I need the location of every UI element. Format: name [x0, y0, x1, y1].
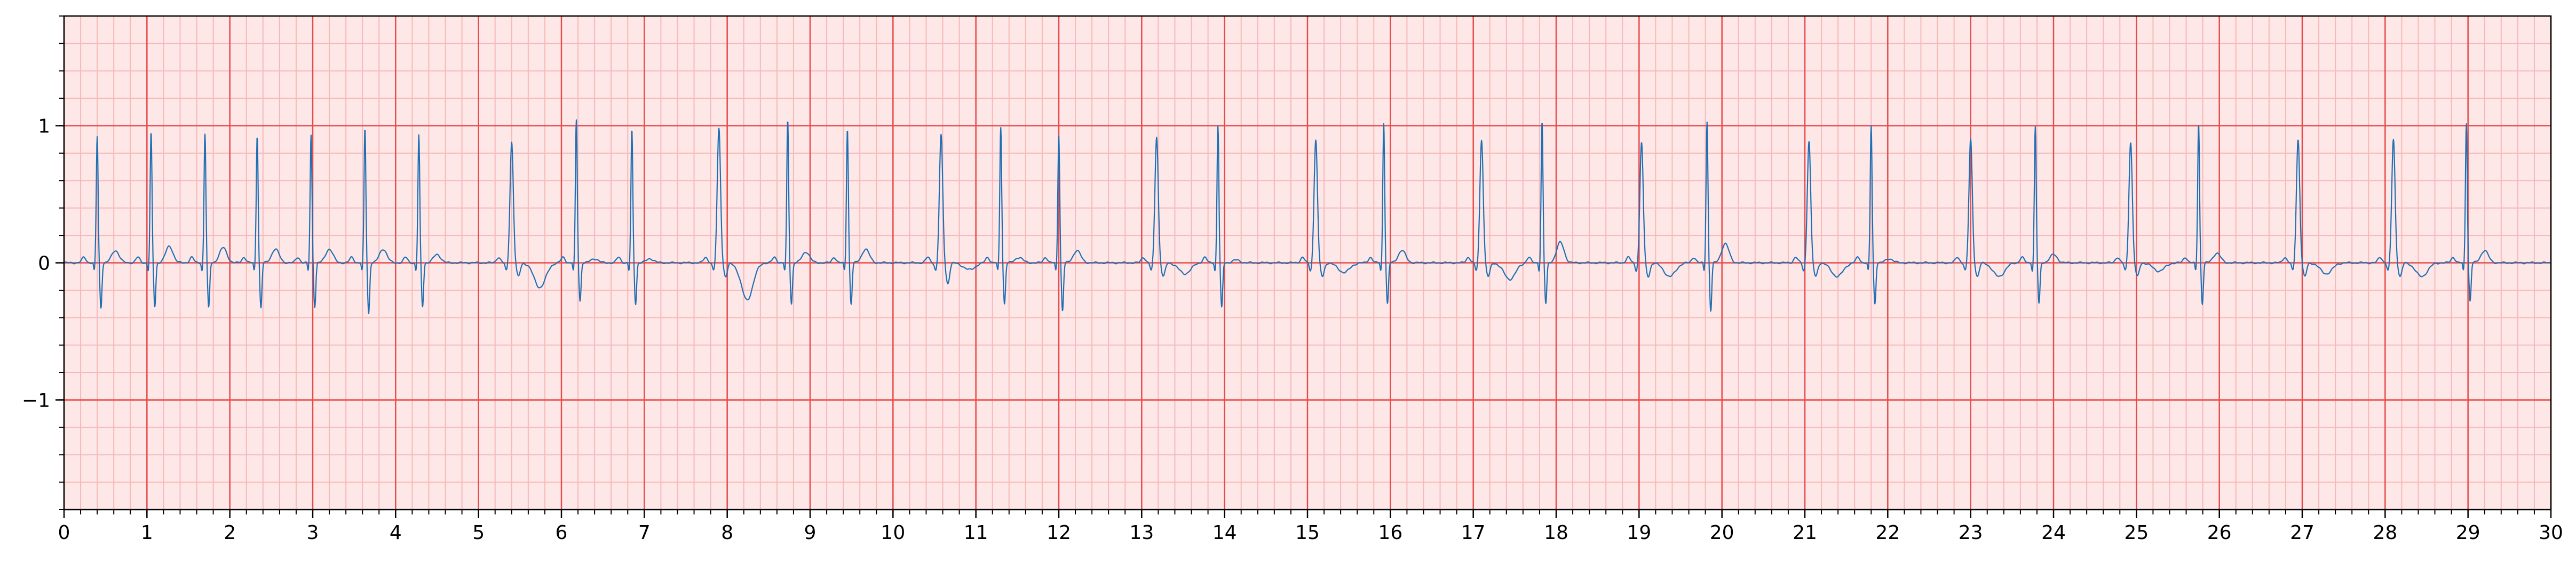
- x-tick-label: 25: [2124, 522, 2149, 544]
- x-tick-label: 5: [472, 522, 485, 544]
- x-tick-label: 20: [1710, 522, 1734, 544]
- x-tick-label: 27: [2290, 522, 2315, 544]
- x-tick-label: 15: [1295, 522, 1320, 544]
- x-tick-label: 9: [804, 522, 817, 544]
- x-tick-label: 1: [141, 522, 153, 544]
- x-tick-label: 28: [2373, 522, 2397, 544]
- x-tick-label: 29: [2456, 522, 2480, 544]
- y-tick-label: 1: [38, 116, 50, 138]
- x-tick-label: 12: [1047, 522, 1071, 544]
- ecg-series-line: [64, 119, 2551, 314]
- x-tick-label: 21: [1793, 522, 1817, 544]
- y-axis: −1 0 1: [22, 15, 64, 510]
- x-tick-label: 2: [224, 522, 236, 544]
- x-tick-label: 6: [556, 522, 568, 544]
- x-tick-label: 8: [721, 522, 733, 544]
- x-tick-label: 11: [964, 522, 988, 544]
- x-tick-label: 26: [2207, 522, 2232, 544]
- x-tick-label: 16: [1378, 522, 1402, 544]
- y-tick-label: −1: [22, 390, 50, 411]
- x-tick-label: 22: [1875, 522, 1900, 544]
- x-tick-label: 17: [1461, 522, 1486, 544]
- x-tick-label: 19: [1627, 522, 1651, 544]
- x-tick-label: 3: [307, 522, 319, 544]
- x-tick-label: 14: [1212, 522, 1237, 544]
- y-tick-label: 0: [38, 253, 50, 275]
- x-tick-label: 30: [2539, 522, 2563, 544]
- x-tick-label: 23: [1959, 522, 1983, 544]
- ecg-trace: [64, 119, 2551, 314]
- x-tick-label: 13: [1129, 522, 1154, 544]
- x-tick-label: 0: [58, 522, 70, 544]
- x-tick-label: 7: [638, 522, 651, 544]
- x-tick-label: 4: [390, 522, 402, 544]
- x-axis: 0 1 2 3 4 5 6 7 8 9 10 11 12 13 14 15 16 17 18 19 20 21 22 23 24…: [58, 510, 2563, 544]
- x-tick-label: 24: [2041, 522, 2066, 544]
- x-tick-label: 18: [1544, 522, 1568, 544]
- x-tick-label: 10: [881, 522, 905, 544]
